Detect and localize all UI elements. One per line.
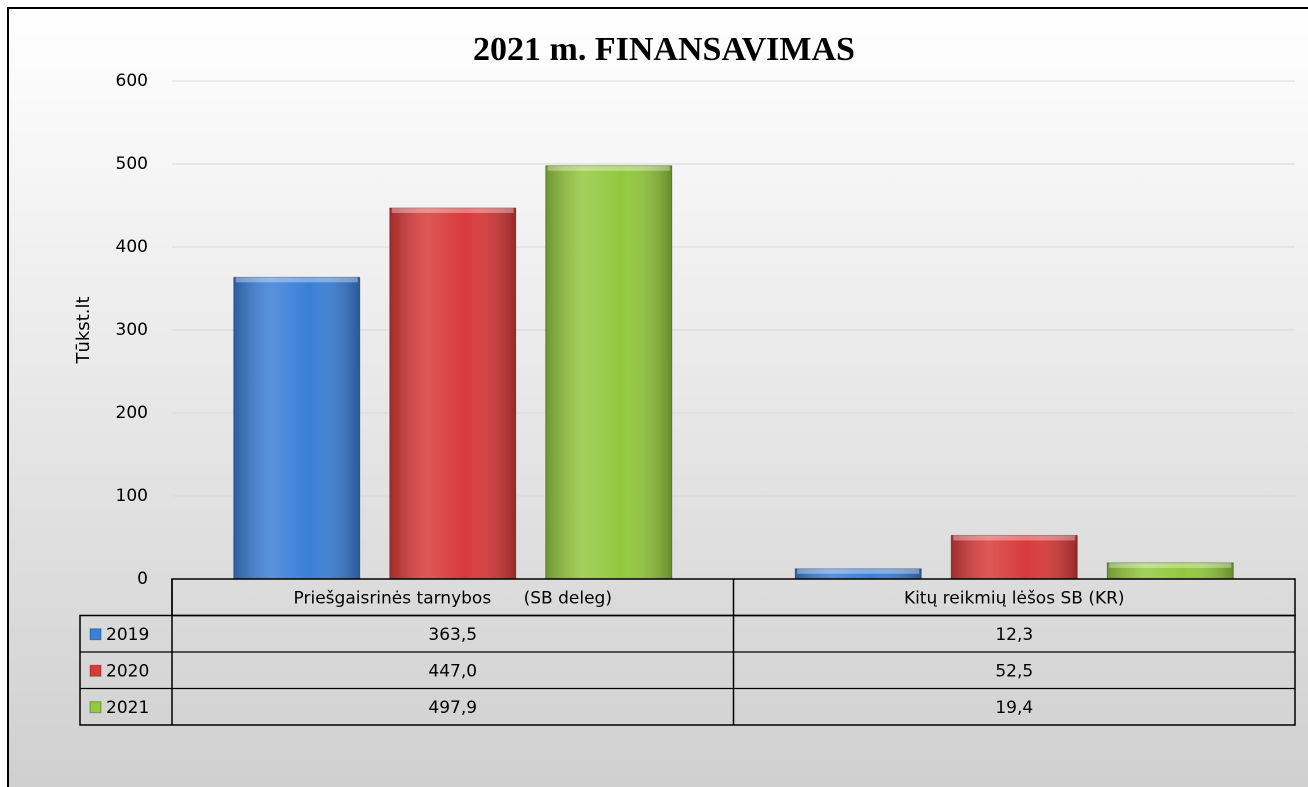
y-tick-label: 100 (116, 486, 148, 506)
bar-shade (1107, 562, 1234, 579)
data-table-value: 52,5 (995, 661, 1033, 681)
data-table-value: 12,3 (995, 625, 1033, 645)
data-table-value: 363,5 (428, 625, 477, 645)
y-axis-label: Tūkst.lt (73, 296, 94, 364)
bar-shade (795, 568, 922, 579)
legend-label: 2020 (106, 661, 149, 681)
bar-shade (233, 277, 360, 579)
bar-top (235, 277, 358, 283)
y-tick-label: 500 (116, 154, 148, 174)
data-table-frame (79, 614, 1296, 726)
legend-key (89, 701, 102, 714)
y-tick-label: 400 (116, 237, 148, 257)
bar-shade (951, 535, 1078, 579)
legend-key (89, 664, 102, 677)
chart-title: 2021 m. FINANSAVIMAS (473, 31, 855, 68)
bar-top (1109, 562, 1232, 568)
bar-shade (545, 165, 672, 580)
data-table-value: 19,4 (995, 698, 1033, 718)
bar-top (797, 568, 920, 574)
x-tick-label: Kitų reikmių lėšos SB (KR) (904, 588, 1125, 608)
legend-label: 2021 (106, 698, 149, 718)
bar-shade (389, 207, 516, 580)
y-tick-label: 300 (116, 320, 148, 340)
bar-top (547, 165, 670, 171)
legend-label: 2019 (106, 625, 149, 645)
y-tick-label: 600 (116, 71, 148, 91)
bar-top (391, 207, 514, 213)
legend-key (89, 628, 102, 641)
y-tick-label: 0 (137, 569, 148, 589)
x-tick-label: Priešgaisrinės tarnybos (SB deleg) (294, 588, 612, 608)
plot-area: 0 100 200 300 400 500 600 Priešgaisrinės tarnyb… (79, 71, 1296, 726)
data-table-value: 447,0 (428, 661, 477, 681)
bar-top (953, 535, 1076, 541)
data-table-value: 497,9 (428, 698, 477, 718)
y-tick-label: 200 (116, 403, 148, 423)
